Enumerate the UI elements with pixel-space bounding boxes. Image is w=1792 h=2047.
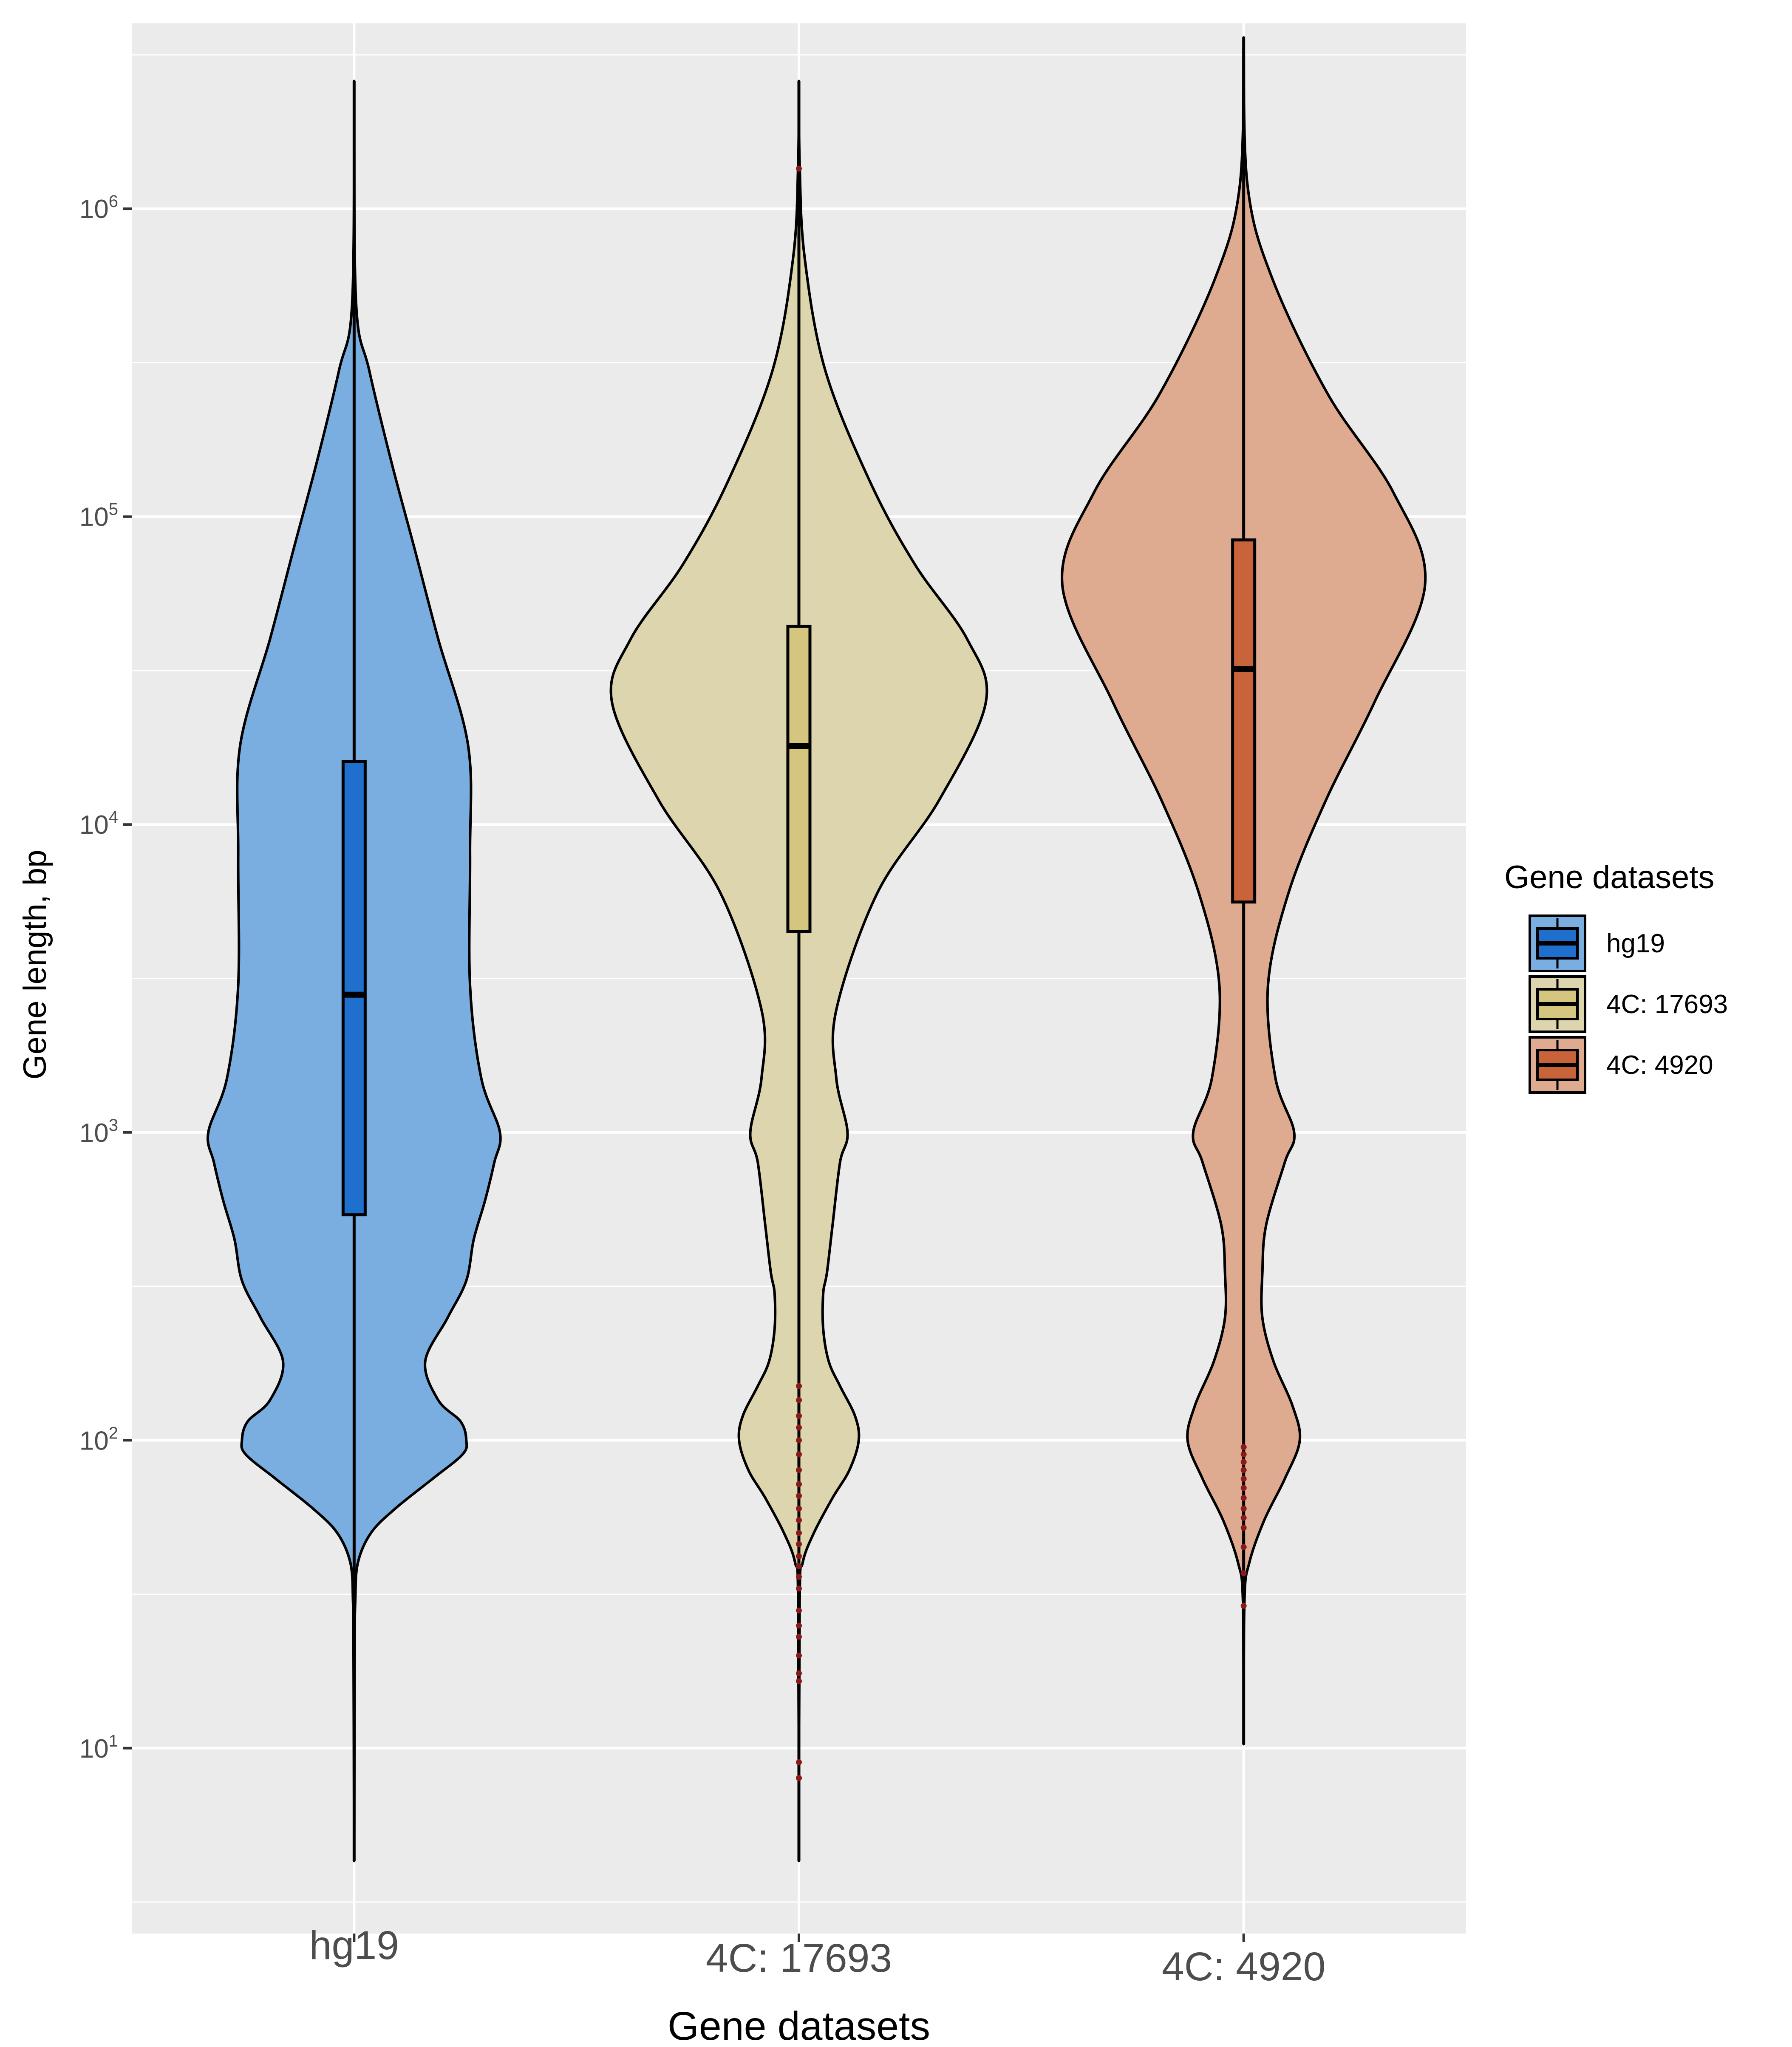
violin-group-1 bbox=[207, 79, 502, 1863]
x-axis: hg19 4C: 17693 4C: 4920 bbox=[309, 1923, 1326, 1989]
outlier-point bbox=[1240, 1475, 1247, 1482]
y-tick-base: 10 bbox=[79, 195, 109, 224]
violin-group-2 bbox=[609, 79, 988, 1863]
y-tick-base: 10 bbox=[79, 810, 109, 840]
outlier-point bbox=[796, 165, 802, 172]
outlier-point bbox=[796, 1493, 802, 1499]
outlier-point bbox=[796, 1506, 802, 1512]
legend: Gene datasets hg19 4C: 17693 4C: 4920 bbox=[1504, 859, 1728, 1094]
violin-group-3 bbox=[1061, 36, 1427, 1746]
outlier-point bbox=[796, 1574, 802, 1580]
outlier-point bbox=[796, 1622, 802, 1629]
outlier-point bbox=[796, 1652, 802, 1659]
outlier-point bbox=[796, 1634, 802, 1640]
outlier-point bbox=[1240, 1602, 1247, 1609]
outlier-point bbox=[796, 1413, 802, 1419]
outlier-point bbox=[796, 1383, 802, 1389]
outlier-point bbox=[1240, 1525, 1247, 1531]
box-iqr bbox=[341, 760, 367, 1217]
outlier-point bbox=[1240, 1570, 1247, 1577]
legend-title: Gene datasets bbox=[1504, 859, 1714, 895]
y-tick-label: 105 bbox=[79, 500, 118, 532]
outlier-point bbox=[796, 1424, 802, 1431]
x-tick-label: 4C: 17693 bbox=[706, 1936, 892, 1981]
box-iqr bbox=[786, 625, 812, 933]
y-tick-base: 10 bbox=[79, 1118, 109, 1148]
outlier-point bbox=[1240, 1544, 1247, 1550]
outlier-point bbox=[1240, 1515, 1247, 1521]
outlier-point bbox=[796, 1397, 802, 1403]
outlier-point bbox=[796, 1481, 802, 1487]
y-axis-title: Gene length, bp bbox=[17, 850, 53, 1080]
outlier-point bbox=[1240, 1451, 1247, 1458]
outlier-point bbox=[1240, 1444, 1247, 1450]
legend-label: hg19 bbox=[1606, 929, 1665, 958]
legend-label: 4C: 17693 bbox=[1606, 990, 1728, 1019]
y-tick-exponent: 1 bbox=[109, 1732, 118, 1750]
y-tick-exponent: 4 bbox=[109, 808, 118, 827]
outlier-point bbox=[1240, 1506, 1247, 1512]
outlier-point bbox=[796, 1678, 802, 1685]
violins-layer bbox=[207, 36, 1427, 1863]
y-tick-label: 101 bbox=[79, 1732, 118, 1764]
outlier-point bbox=[1240, 1495, 1247, 1501]
outlier-point bbox=[796, 1517, 802, 1523]
outlier-point bbox=[1240, 1485, 1247, 1491]
outlier-point bbox=[796, 1759, 802, 1765]
y-tick-exponent: 6 bbox=[109, 192, 118, 211]
y-tick-label: 103 bbox=[79, 1116, 118, 1148]
box-iqr bbox=[1231, 538, 1257, 904]
x-tick-label: 4C: 4920 bbox=[1162, 1944, 1326, 1989]
outlier-point bbox=[796, 1775, 802, 1781]
y-tick-exponent: 3 bbox=[109, 1116, 118, 1135]
x-tick-label: hg19 bbox=[309, 1923, 399, 1968]
outlier-point bbox=[796, 1467, 802, 1473]
outlier-point bbox=[796, 1607, 802, 1614]
y-tick-label: 104 bbox=[79, 808, 118, 840]
y-tick-label: 106 bbox=[79, 192, 118, 224]
outlier-point bbox=[796, 1541, 802, 1547]
legend-item: 4C: 4920 bbox=[1529, 1036, 1713, 1094]
outlier-point bbox=[796, 1530, 802, 1536]
y-tick-exponent: 5 bbox=[109, 500, 118, 519]
legend-item: hg19 bbox=[1529, 914, 1665, 972]
outlier-point bbox=[796, 1670, 802, 1676]
legend-item: 4C: 17693 bbox=[1529, 975, 1728, 1033]
outlier-point bbox=[796, 1553, 802, 1560]
x-axis-title: Gene datasets bbox=[668, 2004, 930, 2047]
y-tick-label: 102 bbox=[79, 1424, 118, 1455]
outlier-point bbox=[796, 1437, 802, 1444]
outlier-point bbox=[1240, 1467, 1247, 1473]
y-tick-base: 10 bbox=[79, 1426, 109, 1455]
y-tick-base: 10 bbox=[79, 1734, 109, 1764]
legend-label: 4C: 4920 bbox=[1606, 1050, 1713, 1080]
y-tick-base: 10 bbox=[79, 503, 109, 532]
outlier-point bbox=[796, 1563, 802, 1569]
outlier-point bbox=[796, 1451, 802, 1458]
outlier-point bbox=[796, 1586, 802, 1592]
y-tick-exponent: 2 bbox=[109, 1424, 118, 1442]
outlier-point bbox=[1240, 1459, 1247, 1465]
